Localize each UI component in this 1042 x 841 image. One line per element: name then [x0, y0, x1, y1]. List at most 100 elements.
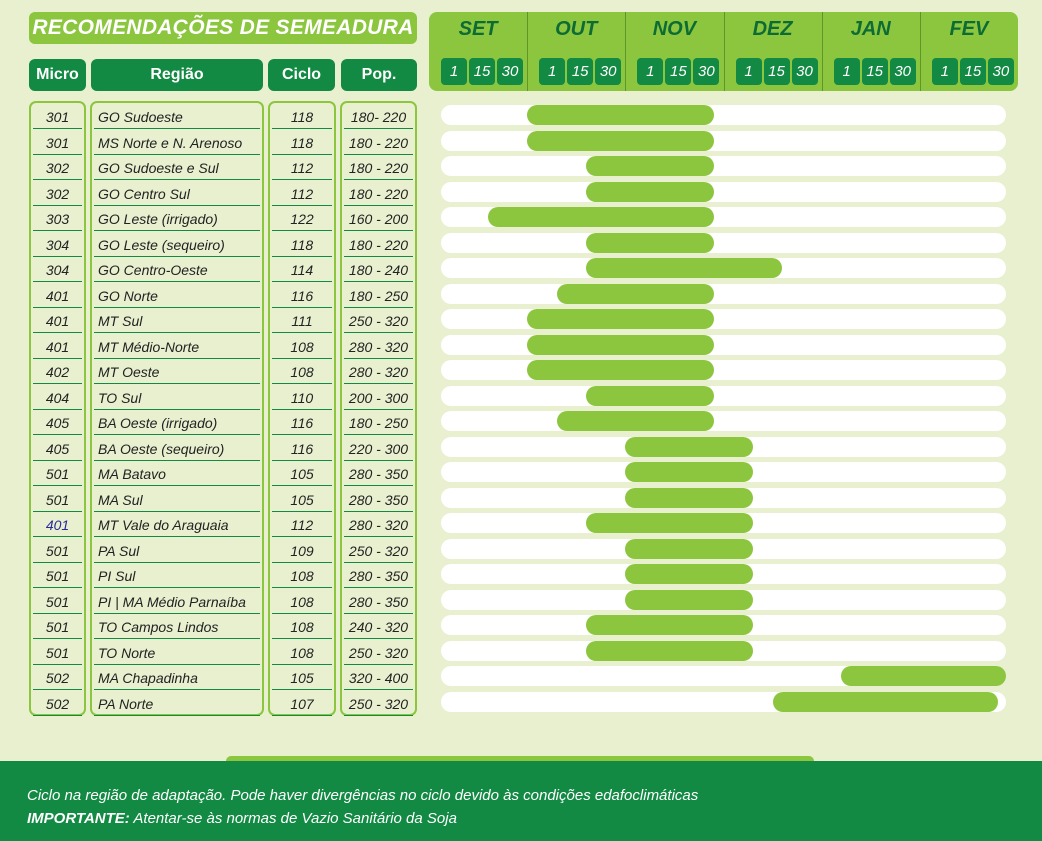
- gantt-track: [441, 232, 1006, 253]
- cell-regiao: PA Sul: [94, 538, 260, 563]
- cell-ciclo: 108: [272, 589, 332, 614]
- cell-pop: 320 - 400: [344, 665, 413, 690]
- cell-pop: 220 - 300: [344, 436, 413, 461]
- header-ciclo: Ciclo: [268, 59, 335, 91]
- month-label: DEZ: [752, 18, 793, 40]
- gantt-bar: [527, 360, 714, 380]
- page-title: RECOMENDAÇÕES DE SEMEADURA: [29, 12, 417, 44]
- cell-micro: 303: [33, 206, 82, 231]
- cell-pop: 180 - 250: [344, 410, 413, 435]
- day-tick-1: 1: [539, 58, 566, 85]
- cell-regiao: MT Médio-Norte: [94, 334, 260, 359]
- cell-micro: 301: [33, 104, 82, 129]
- cell-ciclo: 114: [272, 257, 332, 282]
- month-separator: [821, 12, 823, 91]
- cell-pop: 240 - 320: [344, 614, 413, 639]
- day-tick-15: 15: [861, 58, 888, 85]
- month-label: JAN: [850, 18, 891, 40]
- cell-pop: 180 - 240: [344, 257, 413, 282]
- gantt-bar: [586, 513, 753, 533]
- cell-pop: 280 - 320: [344, 334, 413, 359]
- cell-regiao: PI | MA Médio Parnaíba: [94, 589, 260, 614]
- cell-micro: 401: [33, 334, 82, 359]
- cell-micro: 501: [33, 487, 82, 512]
- day-tick-30: 30: [791, 58, 818, 85]
- cell-micro: 304: [33, 232, 82, 257]
- gantt-bar: [625, 436, 753, 457]
- cell-ciclo: 105: [272, 461, 332, 486]
- cell-ciclo: 116: [272, 283, 332, 308]
- month-separator: [625, 12, 627, 91]
- cell-regiao: MA Batavo: [94, 461, 260, 486]
- cell-ciclo: 112: [272, 512, 332, 537]
- cell-pop: 250 - 320: [344, 640, 413, 665]
- footer-important: IMPORTANTE: Atentar-se às normas de Vazi…: [27, 810, 457, 827]
- month-label: FEV: [949, 18, 989, 40]
- cell-ciclo: 108: [272, 640, 332, 665]
- cell-pop: 180 - 220: [344, 155, 413, 180]
- day-tick-1: 1: [735, 58, 762, 85]
- footer-note: Ciclo na região de adaptação. Pode haver…: [27, 787, 699, 804]
- cell-regiao: MT Sul: [94, 308, 260, 333]
- header-micro: Micro: [29, 59, 86, 91]
- month-label: NOV: [652, 18, 697, 40]
- month-label: SET: [458, 18, 498, 40]
- day-tick-30: 30: [889, 58, 916, 85]
- cell-regiao: BA Oeste (irrigado): [94, 410, 260, 435]
- footer: Ciclo na região de adaptação. Pode haver…: [0, 761, 1042, 841]
- cell-micro: 405: [33, 410, 82, 435]
- gantt-bar: [625, 538, 753, 559]
- header-regiao: Região: [91, 59, 263, 91]
- gantt-track: [441, 283, 1006, 304]
- cell-pop: 280 - 320: [344, 512, 413, 537]
- day-tick-1: 1: [637, 58, 664, 85]
- cell-ciclo: 118: [272, 232, 332, 257]
- cell-regiao: PI Sul: [94, 563, 260, 588]
- gantt-track: [441, 156, 1006, 176]
- cell-regiao: PA Norte: [94, 691, 260, 716]
- gantt-bar: [625, 564, 753, 584]
- cell-regiao: MA Sul: [94, 487, 260, 512]
- cell-regiao: TO Sul: [94, 385, 260, 410]
- gantt-track: [441, 385, 1006, 406]
- gantt-bar: [772, 691, 999, 712]
- gantt-bar: [586, 385, 714, 406]
- cell-ciclo: 110: [272, 385, 332, 410]
- day-tick-15: 15: [959, 58, 986, 85]
- cell-micro: 502: [33, 691, 82, 716]
- cell-pop: 200 - 300: [344, 385, 413, 410]
- cell-ciclo: 108: [272, 334, 332, 359]
- gantt-track: [441, 309, 1006, 329]
- cell-regiao: MT Vale do Araguaia: [94, 512, 260, 537]
- cell-regiao: BA Oeste (sequeiro): [94, 436, 260, 461]
- cell-ciclo: 116: [272, 410, 332, 435]
- cell-ciclo: 105: [272, 487, 332, 512]
- cell-ciclo: 118: [272, 104, 332, 129]
- cell-pop: 180 - 220: [344, 232, 413, 257]
- cell-ciclo: 105: [272, 665, 332, 690]
- cell-micro: 501: [33, 640, 82, 665]
- important-text: Atentar-se às normas de Vazio Sanitário …: [129, 810, 457, 827]
- gantt-bar: [586, 640, 753, 661]
- cell-pop: 280 - 350: [344, 461, 413, 486]
- cell-micro: 304: [33, 257, 82, 282]
- cell-pop: 280 - 350: [344, 563, 413, 588]
- day-tick-30: 30: [595, 58, 622, 85]
- gantt-bar: [556, 411, 714, 431]
- month-label: OUT: [555, 18, 598, 40]
- day-tick-1: 1: [441, 58, 467, 85]
- gantt-bar: [586, 181, 714, 202]
- important-label: IMPORTANTE:: [27, 810, 130, 827]
- cell-micro: 502: [33, 665, 82, 690]
- gantt-track: [441, 334, 1006, 355]
- day-tick-15: 15: [763, 58, 790, 85]
- cell-pop: 180 - 220: [344, 181, 413, 206]
- cell-micro: 501: [33, 461, 82, 486]
- cell-pop: 180 - 250: [344, 283, 413, 308]
- cell-ciclo: 111: [272, 308, 332, 333]
- cell-ciclo: 116: [272, 436, 332, 461]
- gantt-bar: [556, 283, 714, 304]
- gantt-bar: [586, 258, 783, 278]
- cell-pop: 180- 220: [344, 104, 413, 129]
- cell-regiao: GO Norte: [94, 283, 260, 308]
